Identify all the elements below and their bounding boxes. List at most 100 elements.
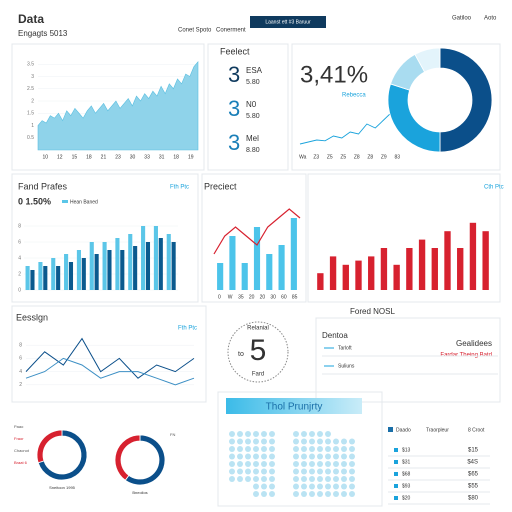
panel-heading: Gealidees bbox=[456, 339, 492, 348]
kpi-label: ESA bbox=[246, 66, 263, 75]
gauge-value: 5 bbox=[250, 334, 267, 367]
bar bbox=[355, 260, 362, 290]
y-tick-label: 1.5 bbox=[27, 111, 34, 117]
x-tick-label: 15 bbox=[72, 154, 78, 160]
y-tick-label: 2 bbox=[31, 98, 34, 104]
line bbox=[213, 208, 301, 255]
map-dot bbox=[245, 431, 251, 437]
rate-value: 3,41% bbox=[300, 61, 368, 88]
map-dot bbox=[333, 491, 339, 497]
map-dot bbox=[309, 446, 315, 452]
map-dot bbox=[293, 453, 299, 460]
link[interactable]: Cth Ptc bbox=[484, 185, 504, 191]
map-dot bbox=[293, 438, 299, 445]
map-dot bbox=[261, 461, 267, 467]
map-dot bbox=[349, 468, 355, 475]
row-icon bbox=[394, 460, 398, 464]
link[interactable]: Fth Ptc bbox=[170, 185, 189, 191]
line bbox=[299, 111, 393, 145]
x-tick-label: Z5 bbox=[340, 154, 346, 160]
x-tick-label: 35 bbox=[238, 294, 244, 300]
table-cell: $31 bbox=[402, 459, 411, 465]
map-dot bbox=[237, 468, 243, 475]
x-tick-label: 83 bbox=[394, 154, 400, 160]
map-dot bbox=[301, 438, 307, 445]
kpi-label: N0 bbox=[246, 100, 257, 109]
map-dot bbox=[341, 468, 347, 475]
table-header: Daado bbox=[396, 427, 411, 433]
bar bbox=[380, 248, 388, 290]
bar bbox=[266, 254, 273, 290]
map-dot bbox=[245, 468, 251, 475]
map-dot bbox=[293, 461, 299, 467]
x-tick-label: 23 bbox=[115, 154, 121, 160]
map-dot bbox=[261, 446, 267, 452]
link[interactable]: Fth Ptc bbox=[178, 326, 197, 332]
bar bbox=[43, 266, 48, 290]
map-dot bbox=[229, 461, 235, 467]
map-dot bbox=[261, 468, 267, 475]
map-dot bbox=[245, 461, 251, 467]
y-tick-label: 8 bbox=[18, 223, 21, 229]
map-dot bbox=[293, 431, 299, 437]
map-title: Thol Prunjrty bbox=[266, 402, 323, 413]
map-dot bbox=[245, 476, 251, 482]
map-dot bbox=[293, 446, 299, 452]
map-dot bbox=[237, 453, 243, 460]
row-icon bbox=[394, 484, 398, 488]
tab[interactable]: Conet Spoto bbox=[178, 28, 212, 34]
donut-segment bbox=[36, 429, 63, 464]
legend-swatch bbox=[62, 200, 68, 203]
x-tick-label: 30 bbox=[270, 294, 276, 300]
button-label[interactable]: Laanst ett #3 Baruur bbox=[265, 19, 311, 25]
panel-title: Fand Prafes bbox=[18, 181, 68, 191]
x-tick-label: 12 bbox=[57, 154, 63, 160]
bar bbox=[171, 242, 176, 290]
map-dot bbox=[293, 483, 299, 490]
row-icon bbox=[394, 472, 398, 476]
map-dot bbox=[229, 438, 235, 445]
map-dot bbox=[317, 446, 323, 452]
map-dot bbox=[325, 461, 331, 467]
table-cell: $80 bbox=[468, 496, 479, 502]
map-dot bbox=[301, 446, 307, 452]
map-dot bbox=[269, 491, 275, 497]
y-tick-label: 4 bbox=[18, 255, 21, 261]
map-dot bbox=[349, 461, 355, 467]
map-dot bbox=[325, 483, 331, 490]
map-dot bbox=[253, 438, 259, 445]
x-tick-label: Z8 bbox=[367, 154, 373, 160]
map-dot bbox=[237, 446, 243, 452]
map-dot bbox=[341, 491, 347, 497]
map-dot bbox=[245, 446, 251, 452]
map-dot bbox=[349, 476, 355, 482]
x-tick-label: 85 bbox=[292, 294, 298, 300]
bar bbox=[30, 270, 35, 290]
link[interactable]: Gatiloo bbox=[452, 16, 472, 22]
bar bbox=[141, 226, 146, 290]
table-header: 8 Croot bbox=[468, 427, 485, 433]
y-tick-label: 6 bbox=[19, 356, 22, 362]
map-dot bbox=[349, 453, 355, 460]
tab[interactable]: Conerment bbox=[216, 28, 246, 34]
map-dot bbox=[317, 476, 323, 482]
kpi-sub: 8.80 bbox=[246, 147, 260, 154]
map-dot bbox=[269, 476, 275, 482]
bar bbox=[120, 250, 125, 290]
donut-segment bbox=[439, 47, 493, 153]
map-dot bbox=[229, 476, 235, 482]
panel-title: Preciect bbox=[204, 181, 237, 191]
rate-caption: Rebecca bbox=[342, 93, 366, 99]
line bbox=[25, 357, 195, 386]
link[interactable]: Aoto bbox=[484, 16, 497, 22]
table-cell: $68 bbox=[402, 471, 411, 477]
x-tick-label: 20 bbox=[249, 294, 255, 300]
x-tick-label: W bbox=[228, 294, 233, 300]
map-dot bbox=[293, 476, 299, 482]
map-dot bbox=[253, 483, 259, 490]
x-tick-label: 31 bbox=[159, 154, 165, 160]
x-tick-label: 60 bbox=[281, 294, 287, 300]
button[interactable] bbox=[250, 16, 326, 28]
map-dot bbox=[229, 446, 235, 452]
